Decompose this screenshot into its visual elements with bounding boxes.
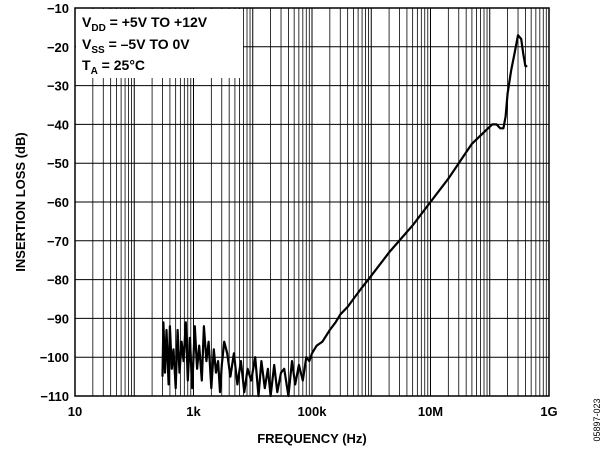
series-lines <box>161 34 528 398</box>
annotation-box <box>76 9 243 78</box>
y-tick-label: −40 <box>47 117 69 132</box>
y-tick-label: −20 <box>47 40 69 55</box>
series-line <box>161 34 528 398</box>
x-tick-label: 1G <box>540 404 557 419</box>
y-tick-label: −90 <box>47 311 69 326</box>
y-tick-labels: −10 −20 −30 −40 −50 −60 −70 −80 −90 −100 −110 <box>40 1 69 404</box>
vdd-annotation: VDD = +5V TO +12V <box>82 14 208 34</box>
figure-id: 05897-023 <box>592 398 602 441</box>
x-tick-labels: 10 1k 100k 10M 1G <box>68 404 558 419</box>
y-tick-label: −10 <box>47 1 69 16</box>
y-tick-label: −100 <box>40 350 69 365</box>
y-tick-label: −60 <box>47 195 69 210</box>
y-tick-label: −70 <box>47 234 69 249</box>
plot-frame <box>74 7 550 397</box>
ta-annotation: TA = 25°C <box>82 57 145 77</box>
vss-annotation: VSS = –5V TO 0V <box>82 36 190 56</box>
y-tick-label: −80 <box>47 273 69 288</box>
y-tick-label: −50 <box>47 156 69 171</box>
x-axis-title: FREQUENCY (Hz) <box>257 431 367 446</box>
x-tick-label: 100k <box>298 404 328 419</box>
x-tick-label: 10M <box>418 404 443 419</box>
y-axis-title: INSERTION LOSS (dB) <box>13 132 28 271</box>
y-tick-label: −30 <box>47 79 69 94</box>
x-tick-label: 10 <box>68 404 82 419</box>
x-tick-label: 1k <box>186 404 201 419</box>
y-tick-label: −110 <box>40 389 69 404</box>
